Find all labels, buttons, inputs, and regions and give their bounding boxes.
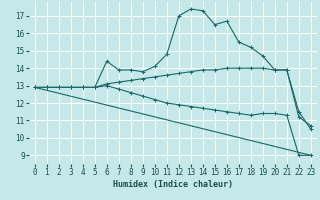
X-axis label: Humidex (Indice chaleur): Humidex (Indice chaleur) [113, 180, 233, 189]
